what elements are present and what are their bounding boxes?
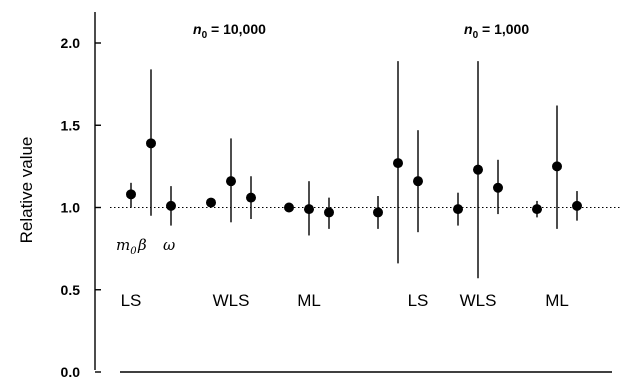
param-beta-label: β <box>137 236 147 254</box>
y-tick-label: 1.0 <box>61 200 81 216</box>
data-marks <box>126 61 582 279</box>
panel-title-n-subscript: 0 <box>473 30 479 41</box>
group-label: LS <box>121 291 142 310</box>
data-point <box>532 204 542 215</box>
y-tick-label: 1.5 <box>61 117 81 133</box>
y-tick-label: 0.5 <box>61 282 81 298</box>
data-point <box>226 176 236 187</box>
y-ticks: 0.0 0.5 1.0 1.5 2.0 <box>61 35 101 380</box>
data-point <box>413 176 423 187</box>
group-label: WLS <box>213 291 250 310</box>
panel-title-n10000: n0 = 10,000 <box>193 21 266 41</box>
group-label: LS <box>408 291 429 310</box>
data-point <box>324 207 334 218</box>
y-axis-title: Relative value <box>17 137 36 244</box>
parameter-labels: m0β ω <box>116 236 175 257</box>
data-point <box>304 204 314 215</box>
data-point <box>473 164 483 175</box>
data-point <box>284 202 294 213</box>
param-omega-label: ω <box>163 236 175 254</box>
panel-title-value: = 10,000 <box>207 21 266 37</box>
data-point <box>146 138 156 149</box>
param-m-label: m <box>116 236 130 254</box>
panel-title-n-symbol: n <box>193 21 202 37</box>
panel-title-value: = 1,000 <box>478 21 529 37</box>
y-tick-label: 2.0 <box>61 35 81 51</box>
data-point <box>453 204 463 215</box>
panel-title-n-subscript: 0 <box>202 30 208 41</box>
data-point <box>126 189 136 200</box>
axes <box>94 12 612 373</box>
data-point <box>373 207 383 218</box>
data-point <box>206 197 216 208</box>
data-point <box>572 200 582 211</box>
group-label: WLS <box>460 291 497 310</box>
data-point <box>493 182 503 193</box>
group-labels: LS WLS ML LS WLS ML <box>121 291 569 310</box>
panel-title-n-symbol: n <box>464 21 473 37</box>
data-point <box>166 200 176 211</box>
param-m-subscript: 0 <box>130 246 137 257</box>
group-label: ML <box>297 291 321 310</box>
panel-title-n1000: n0 = 1,000 <box>464 21 529 41</box>
data-point <box>552 161 562 172</box>
group-label: ML <box>545 291 569 310</box>
y-tick-label: 0.0 <box>61 364 81 380</box>
data-point <box>246 192 256 203</box>
data-point <box>393 158 403 169</box>
